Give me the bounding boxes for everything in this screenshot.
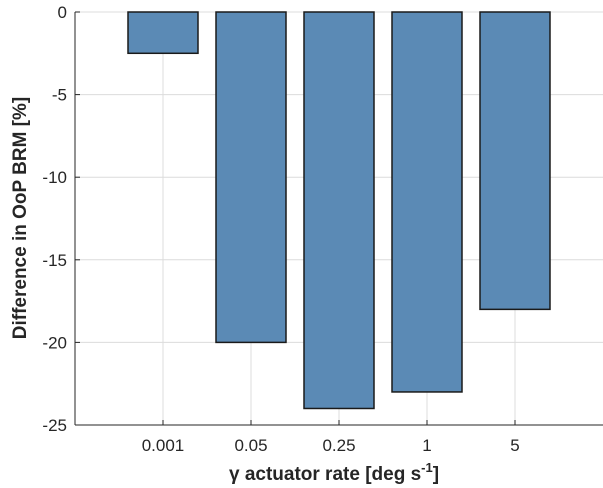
y-axis-label: Difference in OoP BRM [%] (10, 97, 31, 339)
bar-0.05 (215, 11, 287, 344)
y-tick-label: -25 (42, 416, 67, 435)
bar-0.25 (303, 11, 375, 410)
x-tick-label: 1 (422, 436, 431, 455)
x-axis-label-superscript: -1 (421, 460, 433, 475)
x-axis-label: γ actuator rate [deg s-1] (229, 460, 439, 485)
y-tick-label: -5 (52, 86, 67, 105)
y-tick-label: -20 (42, 333, 67, 352)
y-tick-label: -10 (42, 168, 67, 187)
bar-5 (479, 11, 551, 311)
y-tick-label: 0 (58, 3, 67, 22)
axis-layer (74, 11, 603, 426)
x-axis-label-prefix: γ actuator rate [deg s (229, 464, 421, 485)
x-tick-label: 0.001 (142, 436, 185, 455)
y-tick-label: -15 (42, 251, 67, 270)
x-tick-label: 0.25 (322, 436, 355, 455)
tick-label-layer: 0 -5 -10 -15 -20 -25 0.001 0.05 0.25 1 5 (42, 3, 519, 455)
x-tick-label: 5 (510, 436, 519, 455)
x-tick-label: 0.05 (234, 436, 267, 455)
bar-layer (127, 11, 551, 410)
x-axis-label-suffix: ] (433, 464, 439, 485)
bar-1 (391, 11, 463, 393)
bar-0.001 (127, 11, 199, 55)
